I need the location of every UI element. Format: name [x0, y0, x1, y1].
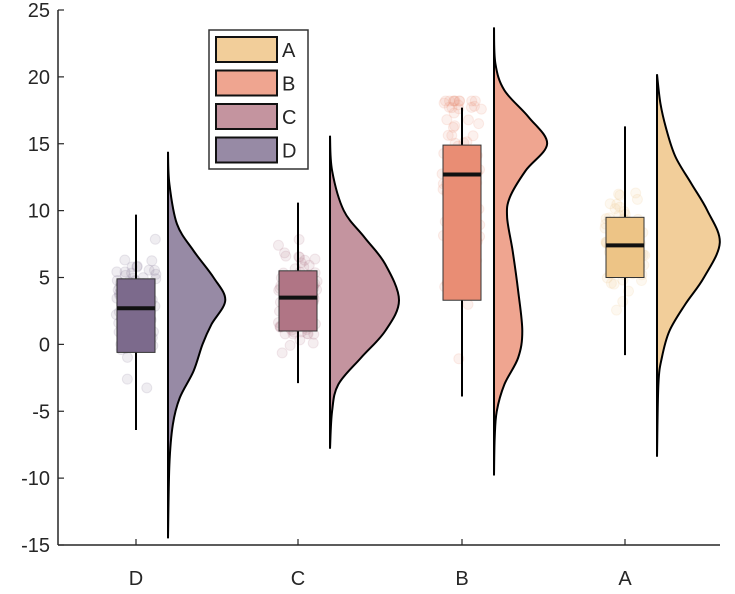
- data-point: [613, 188, 625, 200]
- violin-C: [329, 135, 401, 449]
- data-point: [119, 254, 131, 266]
- y-tick-label: 15: [28, 134, 50, 156]
- y-tick-label: 5: [39, 268, 50, 290]
- box-B: [442, 144, 482, 301]
- data-point: [449, 95, 461, 107]
- data-point: [447, 121, 459, 133]
- data-point: [307, 337, 319, 349]
- data-point: [468, 100, 480, 112]
- data-point: [465, 101, 477, 113]
- y-tick-label: 20: [28, 67, 50, 89]
- data-point: [441, 114, 453, 126]
- box-C: [278, 270, 318, 332]
- data-point: [446, 102, 458, 114]
- y-tick-label: -5: [32, 401, 50, 423]
- legend-swatch-D: [215, 136, 278, 164]
- legend-label-B: B: [282, 74, 295, 96]
- data-point: [272, 239, 284, 251]
- data-point: [446, 129, 458, 141]
- data-point: [617, 296, 629, 308]
- data-point: [276, 347, 288, 359]
- data-point: [299, 254, 311, 266]
- data-point: [279, 247, 291, 259]
- x-tick-label: B: [455, 568, 468, 589]
- y-tick-label: -15: [21, 535, 50, 557]
- legend-label-D: D: [282, 141, 296, 163]
- box-D: [116, 278, 156, 353]
- data-point: [462, 298, 474, 310]
- data-point: [293, 234, 305, 246]
- plot-area: [110, 27, 721, 539]
- data-point: [448, 107, 460, 119]
- data-point: [438, 97, 450, 109]
- data-point: [131, 260, 143, 272]
- x-tick-label: C: [291, 568, 305, 589]
- y-tick-label: 25: [28, 0, 50, 22]
- data-point: [473, 118, 485, 130]
- data-point: [280, 250, 292, 262]
- data-point: [475, 103, 487, 115]
- data-point: [631, 193, 643, 205]
- box-A: [605, 216, 645, 278]
- data-point: [146, 255, 158, 267]
- x-tick-label: D: [129, 568, 143, 589]
- data-point: [614, 201, 626, 213]
- legend-label-C: C: [282, 107, 296, 129]
- data-point: [452, 99, 464, 111]
- data-point: [467, 130, 479, 142]
- data-point: [119, 266, 131, 278]
- data-point: [609, 203, 621, 215]
- data-point: [454, 95, 466, 107]
- violin-B: [493, 27, 549, 476]
- data-point: [439, 95, 451, 107]
- data-point: [444, 95, 456, 107]
- legend-swatch-C: [215, 103, 278, 130]
- data-point: [131, 261, 143, 273]
- data-point: [443, 101, 455, 113]
- data-point: [611, 304, 623, 316]
- raincloud-C: [272, 135, 401, 449]
- data-point: [448, 95, 460, 107]
- data-point: [630, 187, 642, 199]
- raincloud-B: [436, 27, 549, 476]
- x-tick-label: A: [618, 568, 632, 589]
- data-point: [149, 233, 161, 245]
- y-tick-label: 0: [39, 334, 50, 356]
- data-point: [604, 198, 616, 210]
- data-point: [284, 339, 296, 351]
- data-point: [611, 198, 623, 210]
- data-point: [149, 264, 161, 276]
- data-point: [466, 95, 478, 107]
- data-point: [605, 277, 617, 289]
- data-point: [303, 259, 315, 271]
- data-point: [462, 114, 474, 126]
- data-point: [111, 266, 123, 278]
- data-point: [449, 120, 461, 132]
- data-point: [623, 285, 635, 297]
- data-point: [453, 95, 465, 107]
- data-point: [143, 264, 155, 276]
- data-point: [448, 95, 460, 107]
- violin-D: [167, 151, 227, 539]
- raincloud-D: [110, 151, 227, 539]
- legend-label-A: A: [282, 40, 296, 62]
- data-point: [608, 278, 620, 290]
- data-point: [150, 268, 162, 280]
- data-point: [442, 129, 454, 141]
- y-tick-label: 10: [28, 201, 50, 223]
- data-point: [126, 261, 138, 273]
- y-tick-label: -10: [21, 468, 50, 490]
- legend-swatch-B: [215, 69, 278, 97]
- data-point: [469, 95, 481, 107]
- violin-A: [656, 74, 721, 457]
- data-point: [141, 382, 153, 394]
- raincloud-A: [599, 74, 721, 457]
- legend-swatch-A: [215, 36, 278, 63]
- data-point: [121, 373, 133, 385]
- data-point: [309, 253, 321, 265]
